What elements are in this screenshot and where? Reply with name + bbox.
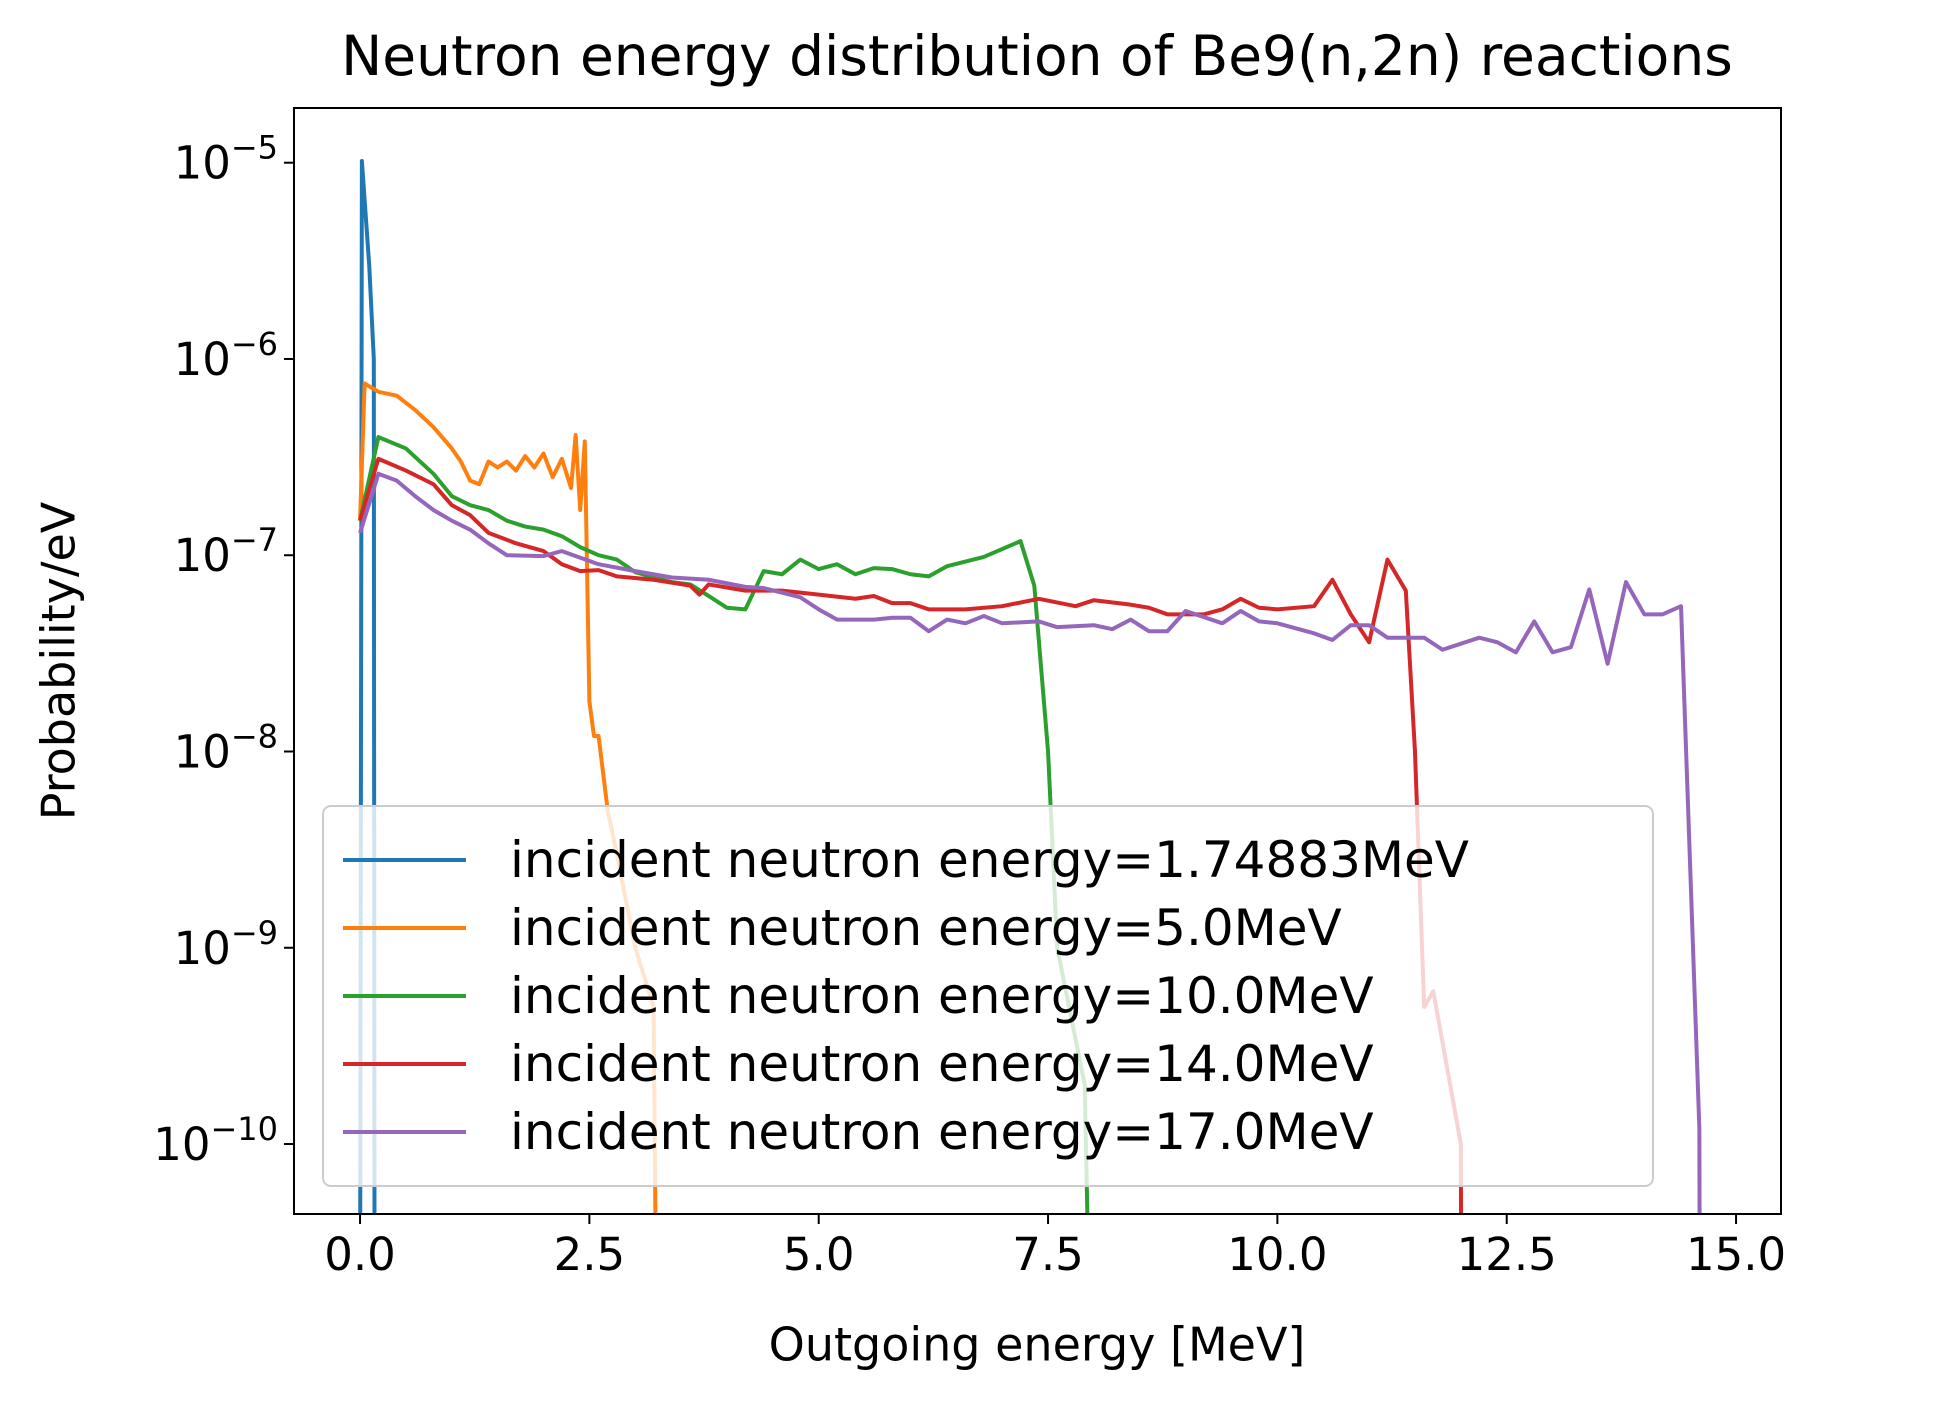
y-tick-label: 10−6: [174, 325, 278, 386]
legend: incident neutron energy=1.74883MeV incide…: [322, 805, 1654, 1187]
x-tick-label: 2.5: [554, 1228, 626, 1281]
data-line: [358, 471, 1702, 1214]
x-tick-label: 7.5: [1012, 1228, 1084, 1281]
x-axis-label: Outgoing energy [MeV]: [769, 1318, 1306, 1372]
legend-label: incident neutron energy=10.0MeV: [510, 967, 1374, 1025]
data-line: [358, 381, 658, 1214]
plot-area: [358, 159, 1702, 1214]
y-tick-label: 10−10: [153, 1110, 278, 1171]
legend-label: incident neutron energy=1.74883MeV: [510, 831, 1469, 889]
x-tick-label: 10.0: [1227, 1228, 1327, 1281]
y-tick-label: 10−5: [174, 129, 278, 190]
y-axis-label: Probability/eV: [32, 501, 86, 820]
legend-box: [322, 805, 1654, 1187]
x-tick-label: 12.5: [1457, 1228, 1557, 1281]
axes-frame: [293, 107, 1782, 1215]
y-tick-label: 10−7: [174, 521, 278, 582]
x-tick-label: 5.0: [783, 1228, 855, 1281]
legend-label: incident neutron energy=14.0MeV: [510, 1035, 1374, 1093]
data-line: [358, 456, 1464, 1214]
data-line: [358, 159, 377, 1214]
y-tick-label: 10−8: [174, 717, 278, 778]
legend-label: incident neutron energy=17.0MeV: [510, 1103, 1374, 1161]
y-tick-label: 10−9: [174, 914, 278, 975]
legend-label: incident neutron energy=5.0MeV: [510, 899, 1342, 957]
x-tick-label: 0.0: [324, 1228, 396, 1281]
data-line: [358, 435, 1090, 1214]
chart-title: Neutron energy distribution of Be9(n,2n)…: [341, 24, 1733, 88]
x-tick-label: 15.0: [1686, 1228, 1786, 1281]
